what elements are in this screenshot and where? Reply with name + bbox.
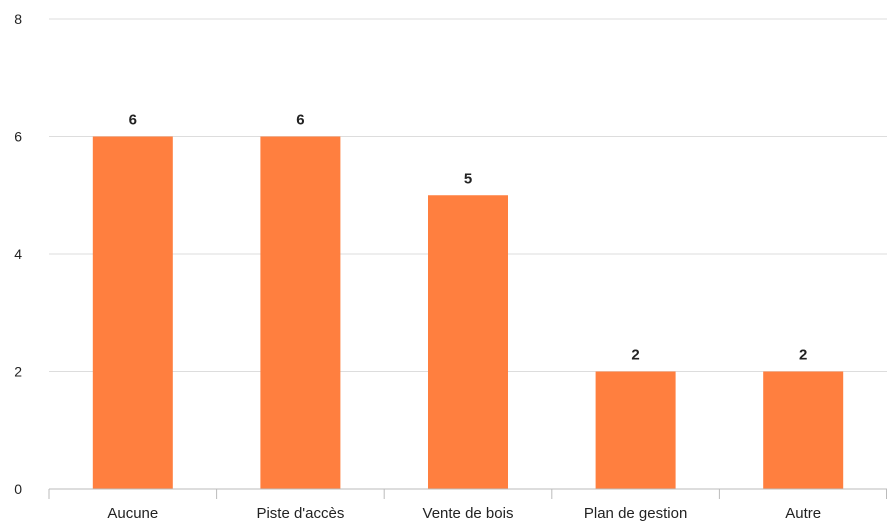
y-tick-label-6: 6 [14, 129, 22, 145]
bar-3 [595, 371, 676, 489]
data-label-1: 6 [296, 112, 304, 129]
bar-1 [260, 136, 341, 489]
y-tick-label-2: 2 [14, 364, 22, 380]
data-label-3: 2 [631, 347, 639, 364]
y-tick-label-0: 0 [14, 481, 22, 497]
data-label-0: 6 [129, 112, 137, 129]
x-tick-label-2: Vente de bois [423, 505, 514, 521]
bars [92, 136, 844, 489]
y-axis-tick-labels: 0 2 4 6 8 [14, 11, 22, 497]
data-labels: 6 6 5 2 2 [129, 112, 808, 364]
bar-4 [763, 371, 844, 489]
bar-2 [428, 195, 508, 489]
x-tick-label-0: Aucune [107, 505, 158, 521]
y-tick-label-4: 4 [14, 246, 22, 262]
y-tick-label-8: 8 [14, 11, 22, 27]
x-tick-label-1: Piste d'accès [256, 505, 344, 521]
x-tick-label-3: Plan de gestion [584, 505, 687, 521]
x-tick-label-4: Autre [785, 505, 821, 521]
data-label-2: 5 [464, 170, 472, 187]
x-axis: Aucune Piste d'accès Vente de bois Plan de … [48, 488, 887, 521]
data-label-4: 2 [799, 347, 807, 364]
bar-0 [92, 136, 173, 489]
